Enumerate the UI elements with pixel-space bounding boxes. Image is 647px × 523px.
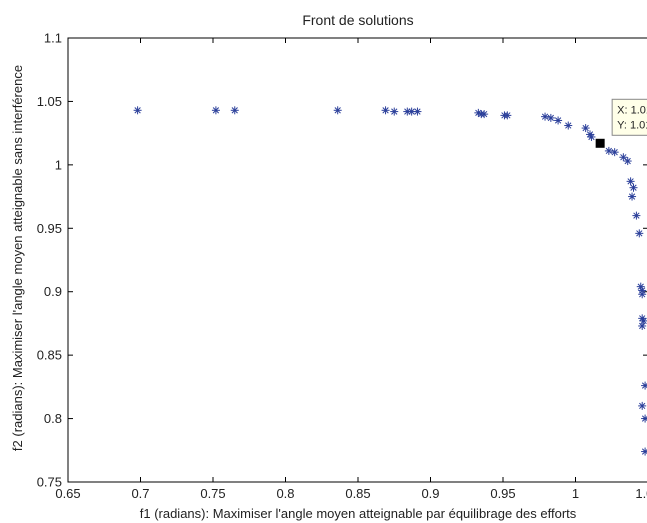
data-point [381,106,390,115]
x-tick-label: 0.8 [276,486,294,501]
data-series [133,106,647,456]
data-point [587,132,596,141]
data-point [541,112,550,121]
data-point [638,290,647,299]
x-tick-label: 0.65 [55,486,80,501]
datatip-marker[interactable] [595,138,605,148]
axis-ticks: 0.65 0.7 0.75 0.8 0.85 0.9 0.95 1 1.05 0.75 0.8 0.8… [37,31,647,501]
data-point [638,401,647,410]
data-point [629,183,638,192]
y-axis-label: f2 (radians): Maximiser l'angle moyen at… [10,65,25,451]
x-tick-label: 0.85 [345,486,370,501]
data-point [133,106,142,115]
data-point [626,177,635,186]
y-tick-label: 0.8 [44,411,62,426]
x-tick-label: 0.95 [490,486,515,501]
data-point [554,116,563,125]
data-point [503,111,512,120]
data-point [211,106,220,115]
data-point [546,113,555,122]
data-point [390,107,399,116]
y-tick-label: 0.9 [44,284,62,299]
data-point [604,146,613,155]
data-point [638,321,647,330]
y-tick-label: 0.85 [37,348,62,363]
datatip-x-label: X: 1.017 [617,104,647,116]
data-point [230,106,239,115]
data-point [564,121,573,130]
data-point [610,148,619,157]
data-point [581,124,590,133]
data-point [623,157,632,166]
x-tick-label: 1.05 [635,486,647,501]
x-tick-label: 0.75 [200,486,225,501]
x-tick-label: 0.9 [421,486,439,501]
y-tick-label: 1.05 [37,94,62,109]
plot-area [67,37,647,483]
data-point [628,192,637,201]
y-tick-label: 1.1 [44,31,62,46]
chart-title: Front de solutions [302,12,413,28]
data-tip[interactable]: X: 1.017 Y: 1.017 [595,98,647,148]
datatip-y-label: Y: 1.017 [617,119,647,131]
x-tick-label: 1 [572,486,579,501]
data-point [632,211,641,220]
data-point [333,106,342,115]
data-point [480,110,489,119]
data-point [639,316,647,325]
data-point [413,107,422,116]
y-tick-label: 1 [55,157,62,172]
datatip-box [611,98,647,136]
y-tick-label: 0.95 [37,221,62,236]
y-tick-label: 0.75 [37,475,62,490]
x-axis-label: f1 (radians): Maximiser l'angle moyen at… [140,506,577,521]
x-tick-label: 0.7 [131,486,149,501]
data-point [635,229,644,238]
